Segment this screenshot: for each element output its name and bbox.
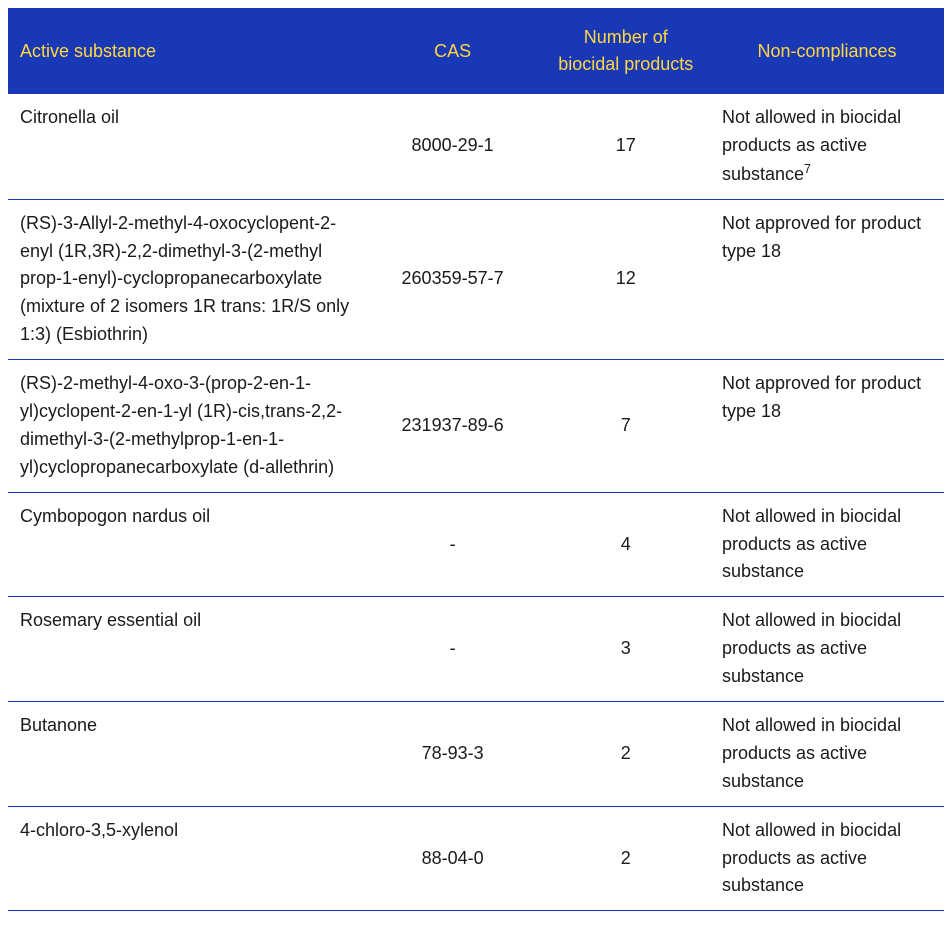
table-row: Cymbopogon nardus oil-4Not allowed in bi…: [8, 492, 944, 597]
cell-num: 4: [542, 492, 710, 597]
table-header: Active substance CAS Number of biocidal …: [8, 8, 944, 94]
footnote-ref: 7: [804, 162, 811, 176]
nc-text: Not approved for product type 18: [722, 213, 921, 261]
cell-cas: 78-93-3: [364, 702, 542, 807]
table-row: Butanone78-93-32Not allowed in biocidal …: [8, 702, 944, 807]
cell-noncompliance: Not allowed in biocidal products as acti…: [710, 702, 944, 807]
cell-substance: Butanone: [8, 702, 364, 807]
cell-cas: 260359-57-7: [364, 199, 542, 359]
cell-noncompliance: Not approved for product type 18: [710, 199, 944, 359]
cell-noncompliance: Not allowed in biocidal products as acti…: [710, 806, 944, 911]
cell-noncompliance: Not approved for product type 18: [710, 360, 944, 493]
cell-substance: (RS)-3-Allyl-2-methyl-4-oxocyclopent-2- …: [8, 199, 364, 359]
table-row: 4-chloro-3,5-xylenol88-04-02Not allowed …: [8, 806, 944, 911]
cell-substance: (RS)-2-methyl-4-oxo-3-(prop-2-en-1-yl)cy…: [8, 360, 364, 493]
cell-noncompliance: Not allowed in biocidal products as acti…: [710, 94, 944, 199]
cell-num: 2: [542, 806, 710, 911]
table-row: (RS)-2-methyl-4-oxo-3-(prop-2-en-1-yl)cy…: [8, 360, 944, 493]
table-row: Citronella oil8000-29-117Not allowed in …: [8, 94, 944, 199]
cell-noncompliance: Not allowed in biocidal products as acti…: [710, 597, 944, 702]
cell-num: 12: [542, 199, 710, 359]
table-row: Rosemary essential oil-3Not allowed in b…: [8, 597, 944, 702]
cell-num: 3: [542, 597, 710, 702]
cell-cas: 8000-29-1: [364, 94, 542, 199]
cell-substance: 4-chloro-3,5-xylenol: [8, 806, 364, 911]
col-header-substance: Active substance: [8, 8, 364, 94]
nc-text: Not allowed in biocidal products as acti…: [722, 820, 901, 896]
col-header-cas: CAS: [364, 8, 542, 94]
col-header-nc: Non-compliances: [710, 8, 944, 94]
cell-num: 2: [542, 702, 710, 807]
col-header-num: Number of biocidal products: [542, 8, 710, 94]
nc-text: Not allowed in biocidal products as acti…: [722, 107, 901, 184]
table-row: (RS)-3-Allyl-2-methyl-4-oxocyclopent-2- …: [8, 199, 944, 359]
nc-text: Not allowed in biocidal products as acti…: [722, 506, 901, 582]
cell-num: 17: [542, 94, 710, 199]
nc-text: Not allowed in biocidal products as acti…: [722, 715, 901, 791]
cell-cas: 88-04-0: [364, 806, 542, 911]
table-body: Citronella oil8000-29-117Not allowed in …: [8, 94, 944, 911]
cell-cas: -: [364, 492, 542, 597]
cell-noncompliance: Not allowed in biocidal products as acti…: [710, 492, 944, 597]
biocidal-table: Active substance CAS Number of biocidal …: [8, 8, 944, 911]
nc-text: Not approved for product type 18: [722, 373, 921, 421]
cell-substance: Cymbopogon nardus oil: [8, 492, 364, 597]
cell-cas: 231937-89-6: [364, 360, 542, 493]
cell-num: 7: [542, 360, 710, 493]
cell-substance: Rosemary essential oil: [8, 597, 364, 702]
cell-cas: -: [364, 597, 542, 702]
nc-text: Not allowed in biocidal products as acti…: [722, 610, 901, 686]
cell-substance: Citronella oil: [8, 94, 364, 199]
